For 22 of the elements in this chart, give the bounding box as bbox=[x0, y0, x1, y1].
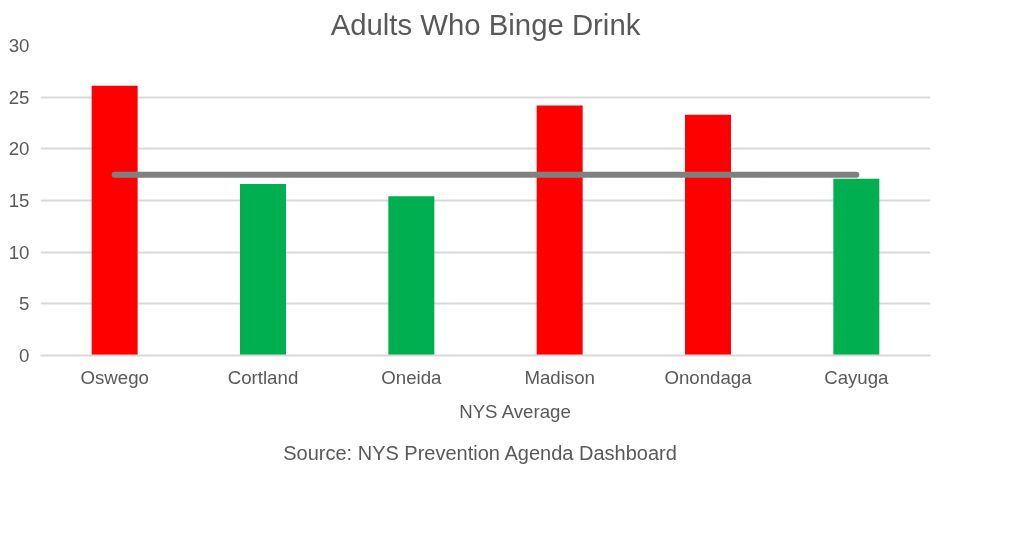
x-tick-label: Oneida bbox=[381, 366, 443, 388]
y-tick-label: 15 bbox=[8, 190, 30, 211]
bar bbox=[685, 114, 731, 356]
source-note: Source: NYS Prevention Agenda Dashboard bbox=[283, 441, 677, 466]
y-tick-label: 20 bbox=[8, 138, 30, 160]
bar bbox=[240, 183, 286, 356]
x-tick-label: Onondaga bbox=[664, 366, 753, 388]
x-tick-label: Cayuga bbox=[824, 366, 890, 388]
y-tick-label: 0 bbox=[19, 345, 30, 366]
y-tick-label: 25 bbox=[8, 86, 30, 108]
x-tick-label: Cortland bbox=[227, 366, 299, 388]
x-tick-label: Oswego bbox=[80, 366, 149, 388]
bar bbox=[536, 105, 583, 356]
y-tick-label: 10 bbox=[8, 241, 30, 263]
text: NYS Average bbox=[459, 401, 571, 423]
x-tick-label: Madison bbox=[524, 366, 595, 388]
y-tick-label: 5 bbox=[19, 293, 30, 315]
y-tick-label: 30 bbox=[8, 35, 30, 56]
bar bbox=[91, 85, 138, 356]
bar bbox=[388, 196, 435, 356]
bar bbox=[833, 178, 880, 356]
chart-title: Adults Who Binge Drink bbox=[330, 7, 641, 41]
